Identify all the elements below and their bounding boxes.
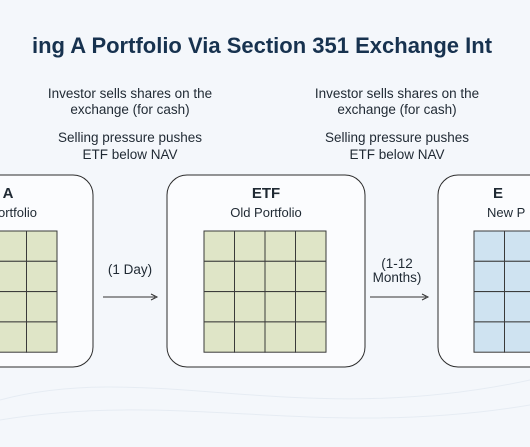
note-line: exchange (for cash) <box>337 102 456 117</box>
grid-cell <box>505 292 530 322</box>
note-line: Investor sells shares on the <box>48 86 212 101</box>
grid-cell <box>0 292 27 322</box>
grid-cell <box>235 231 266 261</box>
note-line: Selling pressure pushes <box>58 130 202 145</box>
grid-cell <box>27 292 58 322</box>
grid-cell <box>265 231 296 261</box>
note-line: Selling pressure pushes <box>325 130 469 145</box>
grid-cell <box>204 322 235 352</box>
grid-cell <box>296 261 327 291</box>
grid-cell <box>265 292 296 322</box>
grid-cell <box>0 261 27 291</box>
grid-cell <box>505 322 530 352</box>
transition-label: (1 Day) <box>108 262 152 277</box>
box-title: ETF <box>252 185 280 202</box>
transition-label: (1-12 <box>381 256 413 271</box>
bg-curve <box>0 405 530 420</box>
grid-cell <box>0 322 27 352</box>
grid-cell <box>235 292 266 322</box>
grid-cell <box>27 322 58 352</box>
note-line: ETF below NAV <box>349 147 444 162</box>
box-title: A <box>3 185 14 202</box>
grid-cell <box>505 261 530 291</box>
grid-cell <box>474 231 505 261</box>
grid-cell <box>265 261 296 291</box>
box-title: E <box>493 185 503 202</box>
grid-cell <box>474 261 505 291</box>
grid-cell <box>474 292 505 322</box>
grid-cell <box>204 261 235 291</box>
grid-cell <box>27 231 58 261</box>
box-subtitle: New P <box>487 205 525 220</box>
title: ing A Portfolio Via Section 351 Exchange… <box>32 33 493 58</box>
grid-cell <box>235 261 266 291</box>
transition-label: Months) <box>373 270 422 285</box>
box-subtitle: Old Portfolio <box>230 205 302 220</box>
grid-cell <box>27 261 58 291</box>
note-line: exchange (for cash) <box>70 102 189 117</box>
grid-cell <box>296 322 327 352</box>
note-line: ETF below NAV <box>82 147 177 162</box>
note-line: Investor sells shares on the <box>315 86 479 101</box>
grid-cell <box>235 322 266 352</box>
bg-curve <box>0 380 530 400</box>
grid-cell <box>204 231 235 261</box>
grid-cell <box>474 322 505 352</box>
grid-cell <box>296 292 327 322</box>
grid-cell <box>505 231 530 261</box>
grid-cell <box>265 322 296 352</box>
grid-cell <box>204 292 235 322</box>
grid-cell <box>0 231 27 261</box>
grid-cell <box>296 231 327 261</box>
box-subtitle: ortfolio <box>0 205 37 220</box>
